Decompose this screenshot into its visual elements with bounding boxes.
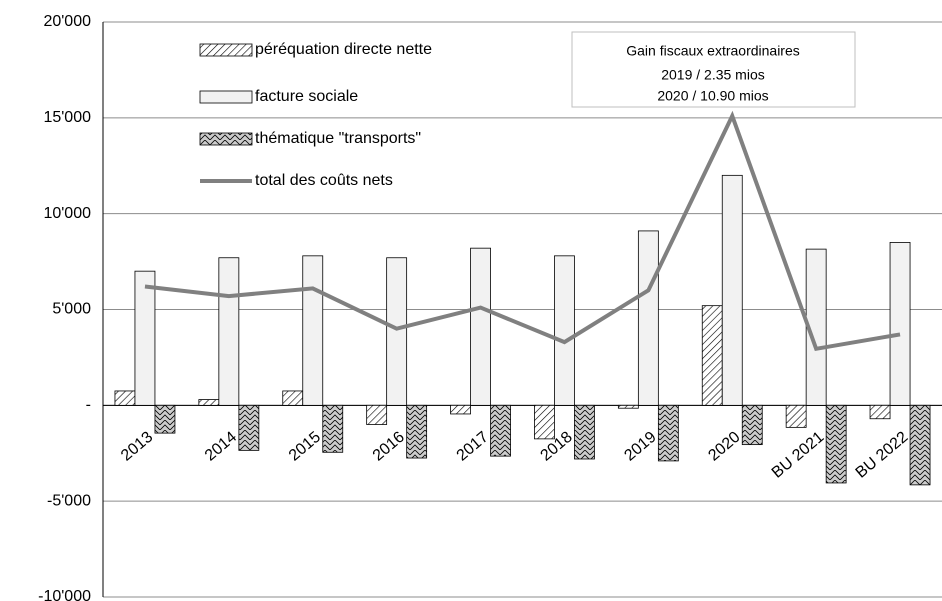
bar [490,404,511,457]
legend-label: péréquation directe nette [255,41,432,58]
y-tick-label: - [86,397,91,414]
x-tick-label: 2017 [454,429,492,465]
legend-label: facture sociale [255,88,358,105]
bar [154,404,176,434]
annotation: Gain fiscaux extraordinaires [626,43,800,59]
bar [218,257,240,406]
bar [114,390,136,406]
legend-label: total des coûts nets [255,172,393,189]
bar [825,404,847,484]
annotation: 2019 / 2.35 mios [661,67,765,83]
bar [805,248,827,406]
bar [701,305,723,406]
legend-label: thématique "transports" [255,130,421,147]
bar [470,247,491,406]
y-tick-label: 15'000 [43,109,91,126]
bar [386,257,408,406]
legend-swatch [199,43,253,57]
bar [741,404,763,446]
bar [282,390,304,406]
x-tick-label: 2020 [705,429,743,465]
x-tick-label: BU 2021 [769,429,828,482]
bar [889,242,911,406]
bar [574,404,595,460]
x-tick-label: 2013 [118,429,156,465]
bar [785,404,807,428]
bar [134,270,156,406]
bar [302,255,324,406]
x-tick-label: BU 2022 [853,429,912,482]
legend-swatch [199,132,253,146]
y-tick-label: 5'000 [52,301,91,318]
bar [721,174,743,406]
y-tick-label: -5'000 [47,492,91,509]
bar [909,404,931,486]
bar [637,230,659,406]
y-tick-label: -10'000 [38,588,91,601]
bar [657,404,679,462]
y-tick-label: 20'000 [43,13,91,30]
bar [450,404,471,415]
x-tick-label: 2016 [370,429,408,465]
x-tick-label: 2019 [621,429,659,465]
bar [198,399,220,406]
bar [322,404,344,453]
annotation: 2020 / 10.90 mios [657,88,768,104]
bar [534,404,555,440]
annotation-box [571,31,856,108]
y-tick-label: 10'000 [43,205,91,222]
bar [406,404,428,459]
bar [554,255,575,406]
x-tick-label: 2015 [286,429,324,465]
bar [617,404,639,409]
line [144,110,901,352]
legend-swatch [199,90,253,104]
bar [238,404,260,451]
x-tick-label: 2014 [202,429,240,465]
bar [869,404,891,420]
bar [366,404,388,425]
